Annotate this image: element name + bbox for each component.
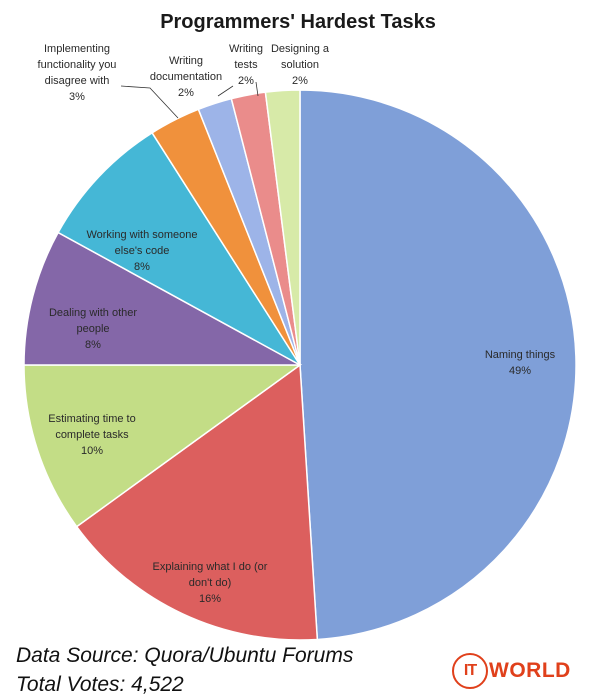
slice-label: Working with someone else's code 8% [86, 229, 197, 273]
leader-line [255, 81, 259, 97]
chart-title: Programmers' Hardest Tasks [160, 11, 436, 33]
slice-label-line: solution [281, 59, 319, 71]
slice-label-line: tests [234, 59, 258, 71]
slice-label-line: Estimating time to [48, 413, 135, 425]
pie-slice [23, 364, 303, 528]
slice-label-line: people [76, 323, 109, 335]
slice-label-line: disagree with [45, 75, 110, 87]
slice-label: Writing tests 2% [229, 43, 263, 87]
slice-percent: 49% [509, 365, 531, 377]
slice-label-line: Naming things [485, 349, 556, 361]
pie-slice [23, 231, 301, 366]
leader-line [217, 85, 234, 97]
slice-label-line: don't do) [189, 577, 231, 589]
slice-percent: 3% [69, 91, 85, 103]
slice-label-line: Implementing [44, 43, 110, 55]
slice-percent: 16% [199, 593, 221, 605]
total-votes-note: Total Votes: 4,522 [16, 673, 184, 696]
slice-label-line: else's code [115, 245, 170, 257]
slice-label-line: documentation [150, 71, 222, 83]
itworld-logo: IT WORLD [452, 651, 571, 691]
slices-layer [23, 89, 577, 640]
slice-label-line: complete tasks [55, 429, 129, 441]
slice-label: Dealing with other people 8% [49, 307, 137, 351]
pie-slice [299, 89, 577, 640]
data-source-note: Data Source: Quora/Ubuntu Forums [16, 644, 354, 667]
leader-line [120, 85, 179, 119]
pie-chart: Programmers' Hardest Tasks Naming things… [23, 11, 577, 640]
slice-label: Estimating time to complete tasks 10% [48, 413, 135, 457]
pie-slice [75, 363, 319, 640]
slice-percent: 8% [134, 261, 150, 273]
slice-label-line: Writing [169, 55, 203, 67]
slice-percent: 2% [238, 75, 254, 87]
logo-circle-icon: IT [452, 653, 488, 689]
slice-label: Writing documentation 2% [150, 55, 222, 99]
slice-label-line: Designing a [271, 43, 330, 55]
slice-label-line: Writing [229, 43, 263, 55]
slice-percent: 8% [85, 339, 101, 351]
slice-label-line: Dealing with other [49, 307, 137, 319]
slice-label: Designing a solution 2% [271, 43, 330, 87]
slice-percent: 2% [292, 75, 308, 87]
slice-label-line: functionality you [38, 59, 117, 71]
logo-wordmark: WORLD [489, 659, 571, 682]
slice-label-line: Working with someone [86, 229, 197, 241]
pie-slice [264, 89, 301, 366]
slice-label: Naming things 49% [485, 349, 556, 377]
slice-percent: 10% [81, 445, 103, 457]
slice-label: Implementing functionality you disagree wi… [38, 43, 117, 103]
slice-label: Explaining what I do (or don't do) 16% [153, 561, 268, 605]
labels-layer: Naming things 49% Explaining what I do (or… [38, 43, 556, 605]
slice-label-line: Explaining what I do (or [153, 561, 268, 573]
pie-slice [57, 131, 301, 366]
slice-percent: 2% [178, 87, 194, 99]
